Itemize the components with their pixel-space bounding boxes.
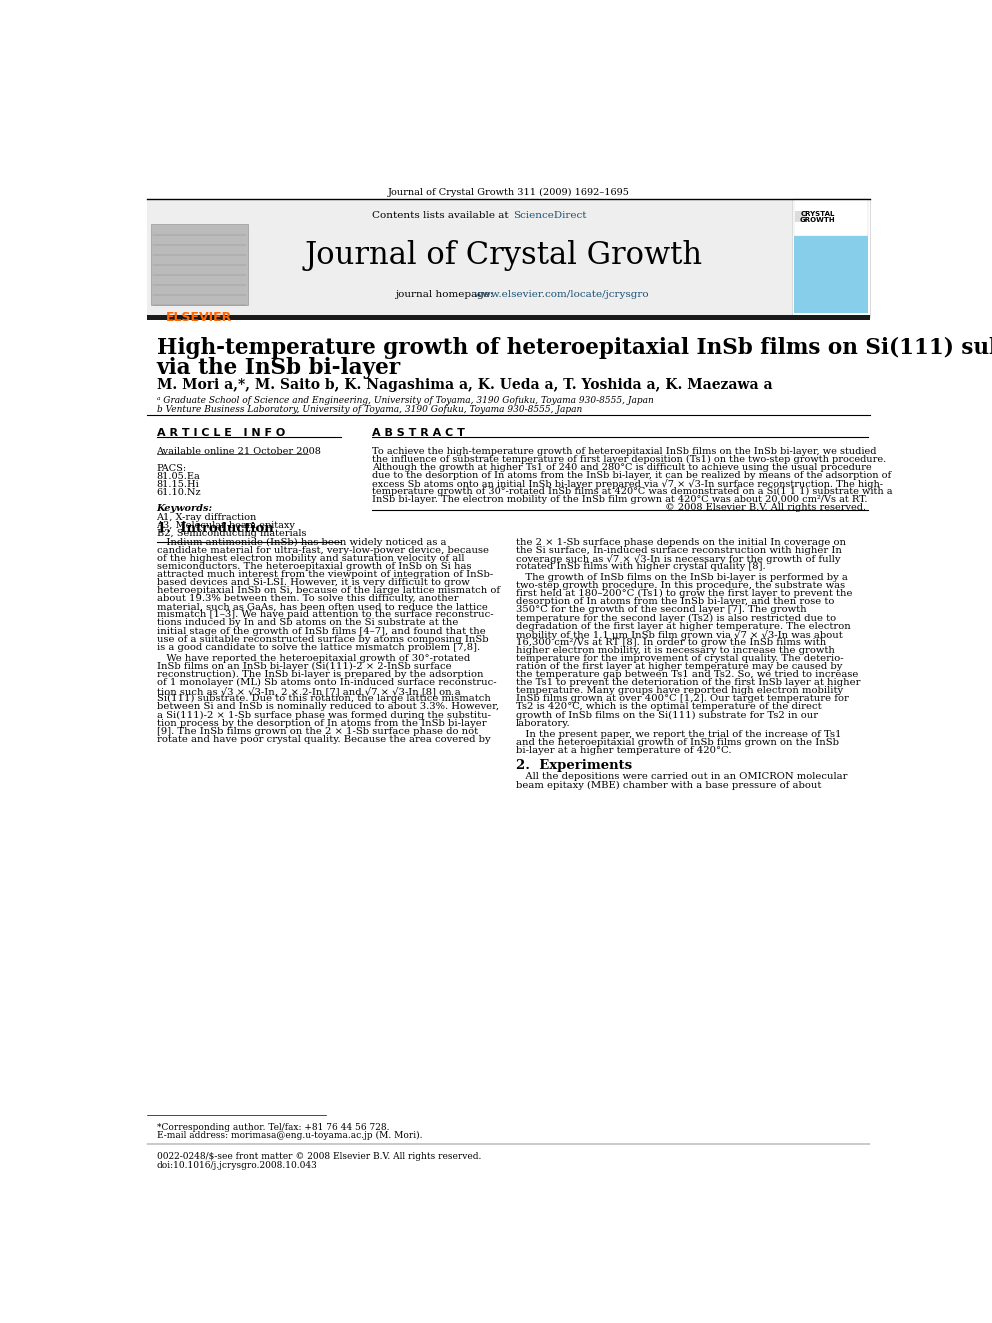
Text: Si(111) substrate. Due to this rotation, the large lattice mismatch: Si(111) substrate. Due to this rotation,… <box>157 695 490 704</box>
Text: rotated InSb films with higher crystal quality [8].: rotated InSb films with higher crystal q… <box>516 562 766 570</box>
Text: the temperature gap between Ts1 and Ts2. So, we tried to increase: the temperature gap between Ts1 and Ts2.… <box>516 669 858 679</box>
Text: Contents lists available at: Contents lists available at <box>372 212 512 220</box>
Text: the 2 × 1-Sb surface phase depends on the initial In coverage on: the 2 × 1-Sb surface phase depends on th… <box>516 537 846 546</box>
Text: In the present paper, we report the trial of the increase of Ts1: In the present paper, we report the tria… <box>516 730 841 738</box>
Text: beam epitaxy (MBE) chamber with a base pressure of about: beam epitaxy (MBE) chamber with a base p… <box>516 781 821 790</box>
Text: use of a suitable reconstructed surface by atoms composing InSb: use of a suitable reconstructed surface … <box>157 635 488 643</box>
Bar <box>792 198 870 316</box>
Text: about 19.3% between them. To solve this difficulty, another: about 19.3% between them. To solve this … <box>157 594 458 603</box>
Text: reconstruction). The InSb bi-layer is prepared by the adsorption: reconstruction). The InSb bi-layer is pr… <box>157 669 483 679</box>
Text: 16,300 cm²/Vs at RT [8]. In order to grow the InSb films with: 16,300 cm²/Vs at RT [8]. In order to gro… <box>516 638 826 647</box>
Text: A B S T R A C T: A B S T R A C T <box>372 429 465 438</box>
Text: degradation of the first layer at higher temperature. The electron: degradation of the first layer at higher… <box>516 622 851 631</box>
Text: semiconductors. The heteroepitaxial growth of InSb on Si has: semiconductors. The heteroepitaxial grow… <box>157 562 471 570</box>
Text: and the heteroepitaxial growth of InSb films grown on the InSb: and the heteroepitaxial growth of InSb f… <box>516 738 839 746</box>
Text: E-mail address: morimasa@eng.u-toyama.ac.jp (M. Mori).: E-mail address: morimasa@eng.u-toyama.ac… <box>157 1131 422 1140</box>
Text: www.elsevier.com/locate/jcrysgro: www.elsevier.com/locate/jcrysgro <box>474 290 650 299</box>
Text: We have reported the heteroepitaxial growth of 30°-rotated: We have reported the heteroepitaxial gro… <box>157 654 470 663</box>
Text: A R T I C L E   I N F O: A R T I C L E I N F O <box>157 429 285 438</box>
Text: InSb films on an InSb bi-layer (Si(111)-2 × 2-InSb surface: InSb films on an InSb bi-layer (Si(111)-… <box>157 662 451 671</box>
Text: growth of InSb films on the Si(111) substrate for Ts2 in our: growth of InSb films on the Si(111) subs… <box>516 710 818 720</box>
Text: © 2008 Elsevier B.V. All rights reserved.: © 2008 Elsevier B.V. All rights reserved… <box>666 503 866 512</box>
Text: 1.  Introduction: 1. Introduction <box>157 523 274 536</box>
Text: first held at 180–200°C (Ts1) to grow the first layer to prevent the: first held at 180–200°C (Ts1) to grow th… <box>516 589 853 598</box>
Text: b Venture Business Laboratory, University of Toyama, 3190 Gofuku, Toyama 930-855: b Venture Business Laboratory, Universit… <box>157 405 581 414</box>
Text: based devices and Si-LSI. However, it is very difficult to grow: based devices and Si-LSI. However, it is… <box>157 578 469 587</box>
Text: the influence of substrate temperature of first layer deposition (Ts1) on the tw: the influence of substrate temperature o… <box>372 455 886 464</box>
Text: bi-layer at a higher temperature of 420°C.: bi-layer at a higher temperature of 420°… <box>516 746 732 755</box>
Text: the Ts1 to prevent the deterioration of the first InSb layer at higher: the Ts1 to prevent the deterioration of … <box>516 679 861 687</box>
Text: ScienceDirect: ScienceDirect <box>513 212 586 220</box>
Text: tion process by the desorption of In atoms from the InSb bi-layer: tion process by the desorption of In ato… <box>157 718 486 728</box>
Text: 81.15.Hi: 81.15.Hi <box>157 480 199 490</box>
Text: temperature for the improvement of crystal quality. The deterio-: temperature for the improvement of cryst… <box>516 654 844 663</box>
Bar <box>151 224 248 306</box>
Text: rotate and have poor crystal quality. Because the area covered by: rotate and have poor crystal quality. Be… <box>157 734 490 744</box>
Text: of 1 monolayer (ML) Sb atoms onto In-induced surface reconstruc-: of 1 monolayer (ML) Sb atoms onto In-ind… <box>157 679 496 687</box>
Text: heteroepitaxial InSb on Si, because of the large lattice mismatch of: heteroepitaxial InSb on Si, because of t… <box>157 586 500 595</box>
Text: B2, Semiconducting materials: B2, Semiconducting materials <box>157 529 307 538</box>
Bar <box>147 198 792 316</box>
Text: ᵃ Graduate School of Science and Engineering, University of Toyama, 3190 Gofuku,: ᵃ Graduate School of Science and Enginee… <box>157 396 654 405</box>
Text: candidate material for ultra-fast, very-low-power device, because: candidate material for ultra-fast, very-… <box>157 545 488 554</box>
Text: M. Mori a,*, M. Saito b, K. Nagashima a, K. Ueda a, T. Yoshida a, K. Maezawa a: M. Mori a,*, M. Saito b, K. Nagashima a,… <box>157 378 772 392</box>
Text: tions induced by In and Sb atoms on the Si substrate at the: tions induced by In and Sb atoms on the … <box>157 618 458 627</box>
Text: temperature. Many groups have reported high electron mobility: temperature. Many groups have reported h… <box>516 687 843 695</box>
Bar <box>796 212 806 222</box>
Text: Ts2 is 420°C, which is the optimal temperature of the direct: Ts2 is 420°C, which is the optimal tempe… <box>516 703 821 712</box>
Text: tion such as √3 × √3-In, 2 × 2-In [7] and √7 × √3-In [8] on a: tion such as √3 × √3-In, 2 × 2-In [7] an… <box>157 687 460 696</box>
Text: [9]. The InSb films grown on the 2 × 1-Sb surface phase do not: [9]. The InSb films grown on the 2 × 1-S… <box>157 726 478 736</box>
Text: A3, Molecular beam epitaxy: A3, Molecular beam epitaxy <box>157 521 296 531</box>
Text: doi:10.1016/j.jcrysgro.2008.10.043: doi:10.1016/j.jcrysgro.2008.10.043 <box>157 1160 317 1170</box>
Text: To achieve the high-temperature growth of heteroepitaxial InSb films on the InSb: To achieve the high-temperature growth o… <box>372 447 877 455</box>
Bar <box>794 235 868 312</box>
Text: Although the growth at higher Ts1 of 240 and 280°C is difficult to achieve using: Although the growth at higher Ts1 of 240… <box>372 463 872 472</box>
Text: InSb films grown at over 400°C [1,2]. Our target temperature for: InSb films grown at over 400°C [1,2]. Ou… <box>516 695 849 704</box>
Bar <box>794 198 868 235</box>
Text: 81.05.Ea: 81.05.Ea <box>157 472 200 482</box>
Text: the Si surface, In-induced surface reconstruction with higher In: the Si surface, In-induced surface recon… <box>516 545 842 554</box>
Text: is a good candidate to solve the lattice mismatch problem [7,8].: is a good candidate to solve the lattice… <box>157 643 480 652</box>
Text: 61.10.Nz: 61.10.Nz <box>157 488 201 497</box>
Text: material, such as GaAs, has been often used to reduce the lattice: material, such as GaAs, has been often u… <box>157 602 487 611</box>
Text: Available online 21 October 2008: Available online 21 October 2008 <box>157 447 321 455</box>
Text: PACS:: PACS: <box>157 463 186 472</box>
Text: journal homepage:: journal homepage: <box>395 290 497 299</box>
Text: Journal of Crystal Growth 311 (2009) 1692–1695: Journal of Crystal Growth 311 (2009) 169… <box>388 188 629 197</box>
Text: higher electron mobility, it is necessary to increase the growth: higher electron mobility, it is necessar… <box>516 646 835 655</box>
Text: mobility of the 1.1 μm InSb film grown via √7 × √3-In was about: mobility of the 1.1 μm InSb film grown v… <box>516 630 843 639</box>
Text: due to the desorption of In atoms from the InSb bi-layer, it can be realized by : due to the desorption of In atoms from t… <box>372 471 891 480</box>
Text: 2.  Experiments: 2. Experiments <box>516 758 632 771</box>
Text: All the depositions were carried out in an OMICRON molecular: All the depositions were carried out in … <box>516 773 847 782</box>
Text: via the InSb bi-layer: via the InSb bi-layer <box>157 357 401 378</box>
Text: laboratory.: laboratory. <box>516 718 570 728</box>
Text: temperature for the second layer (Ts2) is also restricted due to: temperature for the second layer (Ts2) i… <box>516 614 836 623</box>
Text: 0022-0248/$-see front matter © 2008 Elsevier B.V. All rights reserved.: 0022-0248/$-see front matter © 2008 Else… <box>157 1152 481 1162</box>
Text: coverage such as √7 × √3-In is necessary for the growth of fully: coverage such as √7 × √3-In is necessary… <box>516 554 840 564</box>
Text: desorption of In atoms from the InSb bi-layer, and then rose to: desorption of In atoms from the InSb bi-… <box>516 597 834 606</box>
Text: attracted much interest from the viewpoint of integration of InSb-: attracted much interest from the viewpoi… <box>157 570 493 579</box>
Text: two-step growth procedure. In this procedure, the substrate was: two-step growth procedure. In this proce… <box>516 581 845 590</box>
Text: Keywords:: Keywords: <box>157 504 212 513</box>
Text: The growth of InSb films on the InSb bi-layer is performed by a: The growth of InSb films on the InSb bi-… <box>516 573 848 582</box>
Text: A1, X-ray diffraction: A1, X-ray diffraction <box>157 513 257 523</box>
Text: InSb bi-layer. The electron mobility of the InSb film grown at 420°C was about 2: InSb bi-layer. The electron mobility of … <box>372 495 867 504</box>
Text: High-temperature growth of heteroepitaxial InSb films on Si(111) substrate: High-temperature growth of heteroepitaxi… <box>157 337 992 360</box>
Text: 350°C for the growth of the second layer [7]. The growth: 350°C for the growth of the second layer… <box>516 606 806 614</box>
Text: CRYSTAL: CRYSTAL <box>801 212 835 217</box>
Text: Journal of Crystal Growth: Journal of Crystal Growth <box>305 239 702 271</box>
Text: excess Sb atoms onto an initial InSb bi-layer prepared via √7 × √3-In surface re: excess Sb atoms onto an initial InSb bi-… <box>372 479 883 490</box>
Text: a Si(111)-2 × 1-Sb surface phase was formed during the substitu-: a Si(111)-2 × 1-Sb surface phase was for… <box>157 710 491 720</box>
Text: temperature growth of 30°-rotated InSb films at 420°C was demonstrated on a Si(1: temperature growth of 30°-rotated InSb f… <box>372 487 893 496</box>
Text: between Si and InSb is nominally reduced to about 3.3%. However,: between Si and InSb is nominally reduced… <box>157 703 499 712</box>
Text: ration of the first layer at higher temperature may be caused by: ration of the first layer at higher temp… <box>516 662 842 671</box>
Text: Indium antimonide (InSb) has been widely noticed as a: Indium antimonide (InSb) has been widely… <box>157 537 446 546</box>
Text: GROWTH: GROWTH <box>800 217 835 224</box>
Text: *Corresponding author. Tel/fax: +81 76 44 56 728.: *Corresponding author. Tel/fax: +81 76 4… <box>157 1123 389 1131</box>
Text: mismatch [1–3]. We have paid attention to the surface reconstruc-: mismatch [1–3]. We have paid attention t… <box>157 610 493 619</box>
Text: of the highest electron mobility and saturation velocity of all: of the highest electron mobility and sat… <box>157 554 464 562</box>
Text: initial stage of the growth of InSb films [4–7], and found that the: initial stage of the growth of InSb film… <box>157 627 485 635</box>
Bar <box>147 315 870 320</box>
Text: ELSEVIER: ELSEVIER <box>166 311 232 324</box>
